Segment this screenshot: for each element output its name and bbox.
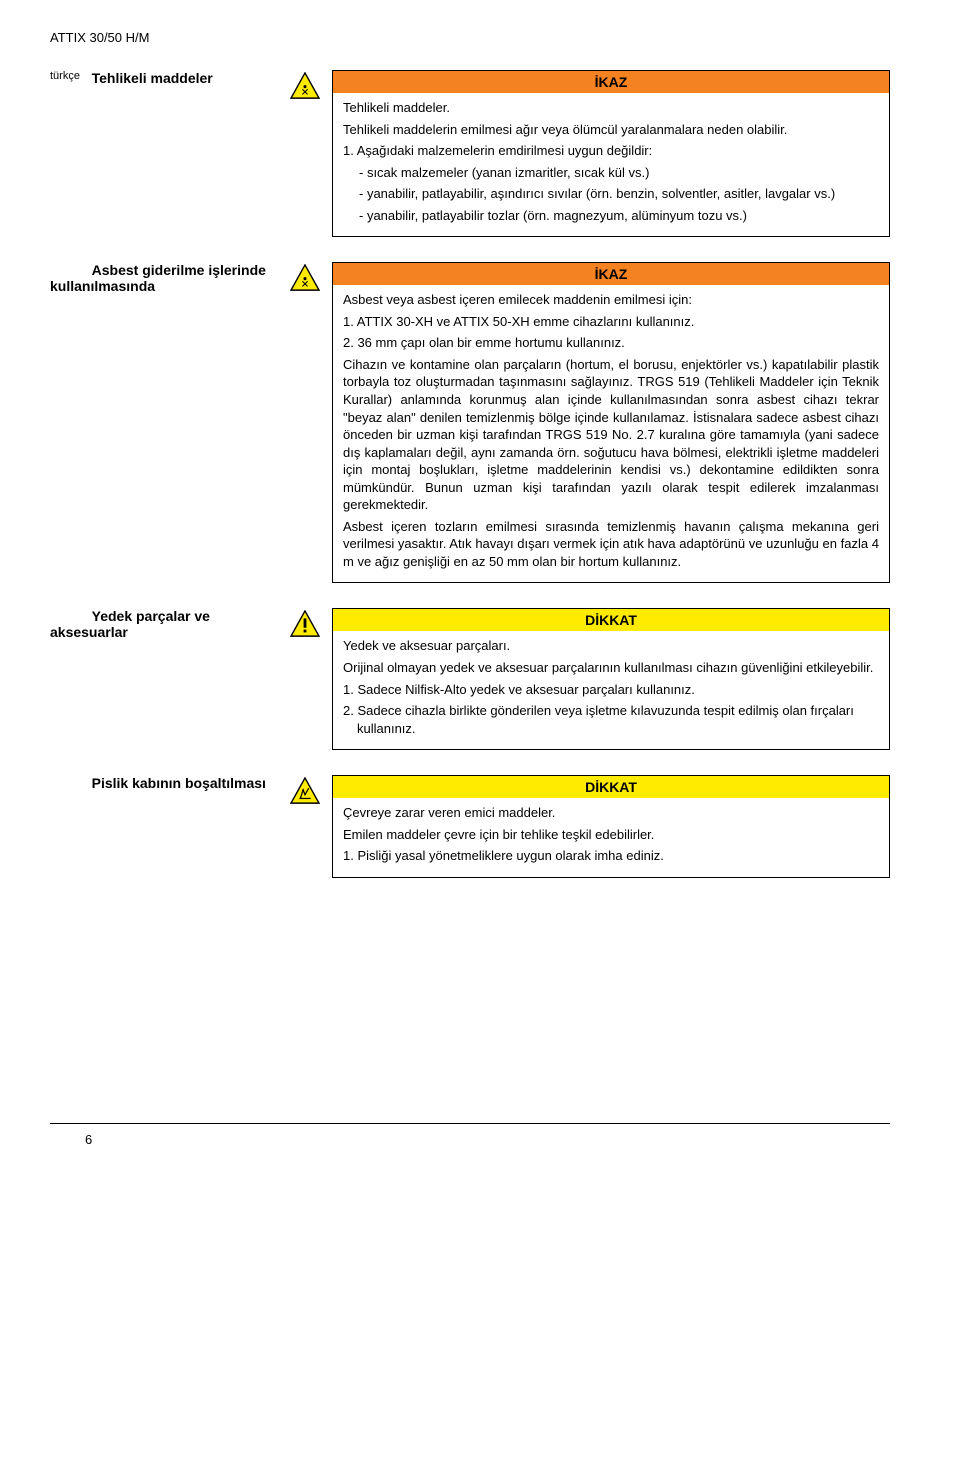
environment-warning-icon [290, 777, 320, 805]
alert-lead: Asbest veya asbest içeren emilecek madde… [343, 291, 879, 309]
list-subitem: - yanabilir, patlayabilir tozlar (örn. m… [343, 207, 879, 225]
footer-divider [50, 1123, 890, 1124]
alert-header: DİKKAT [333, 776, 889, 798]
alert-paragraph: Cihazın ve kontamine olan parçaların (ho… [343, 356, 879, 514]
section-spare-parts: Yedek parçalar ve aksesuarlar DİKKAT Yed… [50, 608, 890, 750]
alert-box-ikaz: İKAZ Asbest veya asbest içeren emilecek … [332, 262, 890, 583]
product-header: ATTIX 30/50 H/M [50, 30, 890, 45]
list-item: 2. Sadece cihazla birlikte gönderilen ve… [343, 702, 879, 737]
alert-header: İKAZ [333, 263, 889, 285]
section-emptying: Pislik kabının boşaltılması DİKKAT Çevre… [50, 775, 890, 878]
alert-lead: Yedek ve aksesuar parçaları. [343, 637, 879, 655]
alert-lead: Çevreye zarar veren emici maddeler. [343, 804, 879, 822]
section-asbestos: Asbest giderilme işlerinde kullanılmasın… [50, 262, 890, 583]
list-item: 1. Pisliği yasal yönetmeliklere uygun ol… [343, 847, 879, 865]
page-number: 6 [85, 1132, 890, 1147]
alert-header: İKAZ [333, 71, 889, 93]
alert-intro: Emilen maddeler çevre için bir tehlike t… [343, 826, 879, 844]
language-label: türkçe [50, 70, 88, 82]
section-heading: Tehlikeli maddeler [92, 70, 213, 86]
toxic-warning-icon [290, 72, 320, 100]
alert-box-dikkat: DİKKAT Çevreye zarar veren emici maddele… [332, 775, 890, 878]
section-heading: Yedek parçalar ve aksesuarlar [50, 608, 210, 640]
alert-box-ikaz: İKAZ Tehlikeli maddeler. Tehlikeli madde… [332, 70, 890, 237]
alert-paragraph: Asbest içeren tozların emilmesi sırasınd… [343, 518, 879, 571]
alert-intro: Orijinal olmayan yedek ve aksesuar parça… [343, 659, 879, 677]
alert-intro: Tehlikeli maddelerin emilmesi ağır veya … [343, 121, 879, 139]
alert-header: DİKKAT [333, 609, 889, 631]
list-item: 2. 36 mm çapı olan bir emme hortumu kull… [343, 334, 879, 352]
section-heading: Asbest giderilme işlerinde kullanılmasın… [50, 262, 266, 294]
section-hazardous-materials: türkçe Tehlikeli maddeler İKAZ Tehlikeli… [50, 70, 890, 237]
warning-icon [290, 610, 320, 638]
list-item: 1. ATTIX 30-XH ve ATTIX 50-XH emme cihaz… [343, 313, 879, 331]
list-subitem: - sıcak malzemeler (yanan izmaritler, sı… [343, 164, 879, 182]
alert-box-dikkat: DİKKAT Yedek ve aksesuar parçaları. Orij… [332, 608, 890, 750]
section-heading: Pislik kabının boşaltılması [92, 775, 266, 791]
toxic-warning-icon [290, 264, 320, 292]
list-item: 1. Sadece Nilfisk-Alto yedek ve aksesuar… [343, 681, 879, 699]
list-item: 1. Aşağıdaki malzemelerin emdirilmesi uy… [343, 142, 879, 160]
alert-lead: Tehlikeli maddeler. [343, 99, 879, 117]
list-subitem: - yanabilir, patlayabilir, aşındırıcı sı… [343, 185, 879, 203]
